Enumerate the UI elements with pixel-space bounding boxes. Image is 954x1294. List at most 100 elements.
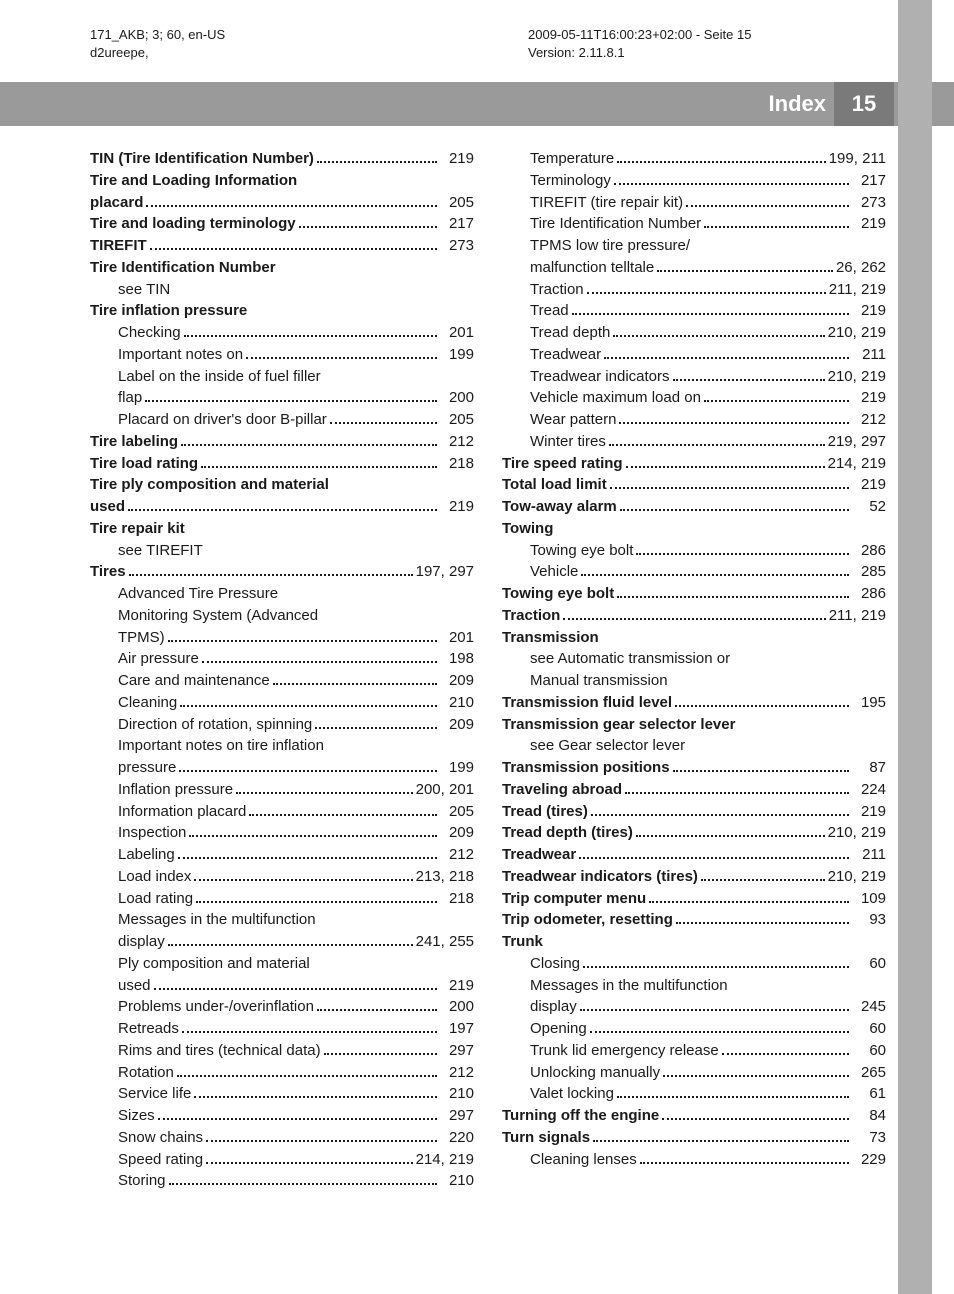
index-column-left: TIN (Tire Identification Number)219Tire … <box>90 148 474 1192</box>
index-entry-page: 218 <box>440 888 474 910</box>
index-entry: Treadwear211 <box>502 344 886 366</box>
index-entry-leader <box>129 574 413 576</box>
index-entry-leader <box>184 335 437 337</box>
index-entry: Turn signals73 <box>502 1127 886 1149</box>
index-entry-label: display <box>118 931 165 953</box>
index-entry-label: Tread depth (tires) <box>502 822 633 844</box>
index-entry: Vehicle maximum load on219 <box>502 387 886 409</box>
index-entry-page: 198 <box>440 648 474 670</box>
index-entry-label: TPMS) <box>118 627 165 649</box>
index-entry: Opening60 <box>502 1018 886 1040</box>
index-entry: Rotation212 <box>90 1062 474 1084</box>
index-entry-label: Unlocking manually <box>530 1062 660 1084</box>
index-entry: Tire load rating218 <box>90 453 474 475</box>
index-entry-page: 199, 211 <box>829 148 886 170</box>
index-entry-page: 214, 219 <box>828 453 886 475</box>
index-entry-leader <box>673 770 849 772</box>
index-entry-label: used <box>118 975 151 997</box>
index-entry-page: 210 <box>440 692 474 714</box>
index-entry-label: Direction of rotation, spinning <box>118 714 312 736</box>
index-entry-page: 199 <box>440 344 474 366</box>
index-entry-page: 219 <box>440 496 474 518</box>
index-entry-leader <box>168 640 437 642</box>
index-entry-leader <box>617 596 849 598</box>
index-entry: Important notes on tire inflation <box>90 735 474 757</box>
index-entry-label: placard <box>90 192 143 214</box>
index-entry: Tread depth (tires)210, 219 <box>502 822 886 844</box>
index-entry-page: 214, 219 <box>416 1149 474 1171</box>
index-entry: see TIREFIT <box>90 540 474 562</box>
index-entry: Messages in the multifunction <box>90 909 474 931</box>
index-entry: flap200 <box>90 387 474 409</box>
index-entry-label: Label on the inside of fuel filler <box>118 366 321 388</box>
index-entry: see Automatic transmission or <box>502 648 886 670</box>
index-entry-page: 26, 262 <box>836 257 886 279</box>
index-entry: Tire Identification Number <box>90 257 474 279</box>
index-entry-page: 73 <box>852 1127 886 1149</box>
index-entry-label: Tire repair kit <box>90 518 185 540</box>
index-entry: Load rating218 <box>90 888 474 910</box>
index-entry-page: 199 <box>440 757 474 779</box>
index-entry: Terminology217 <box>502 170 886 192</box>
index-entry-leader <box>128 509 437 511</box>
index-entry: Monitoring System (Advanced <box>90 605 474 627</box>
index-entry-leader <box>177 1075 437 1077</box>
index-entry-page: 209 <box>440 670 474 692</box>
index-entry: placard205 <box>90 192 474 214</box>
index-entry-leader <box>315 727 437 729</box>
index-entry: Rims and tires (technical data)297 <box>90 1040 474 1062</box>
index-entry-page: 211 <box>852 344 886 366</box>
index-entry-label: Vehicle <box>530 561 578 583</box>
index-entry-page: 205 <box>440 801 474 823</box>
index-entry-leader <box>636 835 825 837</box>
index-entry: Service life210 <box>90 1083 474 1105</box>
index-entry-leader <box>587 292 826 294</box>
index-entry-label: Tire and loading terminology <box>90 213 296 235</box>
index-entry-label: Monitoring System (Advanced <box>118 605 318 627</box>
index-entry-label: see TIREFIT <box>118 540 203 562</box>
index-entry-label: Tire load rating <box>90 453 198 475</box>
index-entry-page: 224 <box>852 779 886 801</box>
index-entry: Transmission gear selector lever <box>502 714 886 736</box>
index-entry-label: TPMS low tire pressure/ <box>530 235 690 257</box>
meta-left-line2: d2ureepe, <box>90 44 225 62</box>
index-entry-label: Air pressure <box>118 648 199 670</box>
index-entry-page: 210, 219 <box>828 322 886 344</box>
page-root: 171_AKB; 3; 60, en-US d2ureepe, 2009-05-… <box>0 0 954 1294</box>
index-entry-page: 210 <box>440 1083 474 1105</box>
index-entry-page: 200, 201 <box>416 779 474 801</box>
index-entry: display245 <box>502 996 886 1018</box>
index-entry: Cleaning lenses229 <box>502 1149 886 1171</box>
index-entry-page: 93 <box>852 909 886 931</box>
index-entry: Towing eye bolt286 <box>502 583 886 605</box>
index-entry-label: display <box>530 996 577 1018</box>
index-entry-leader <box>317 1009 437 1011</box>
index-entry: Inspection209 <box>90 822 474 844</box>
index-entry: TIREFIT (tire repair kit)273 <box>502 192 886 214</box>
index-entry-leader <box>619 422 849 424</box>
index-entry-leader <box>686 205 849 207</box>
index-entry: Direction of rotation, spinning 209 <box>90 714 474 736</box>
index-entry: malfunction telltale26, 262 <box>502 257 886 279</box>
index-entry-label: Vehicle maximum load on <box>530 387 701 409</box>
index-entry: Trip odometer, resetting93 <box>502 909 886 931</box>
index-entry-leader <box>158 1118 437 1120</box>
index-entry-page: 84 <box>852 1105 886 1127</box>
index-columns: TIN (Tire Identification Number)219Tire … <box>90 148 886 1192</box>
index-entry-leader <box>704 400 849 402</box>
index-entry-page: 219 <box>440 148 474 170</box>
index-entry-page: 209 <box>440 714 474 736</box>
index-entry-leader <box>590 1031 849 1033</box>
index-entry-label: Labeling <box>118 844 175 866</box>
index-entry-label: Closing <box>530 953 580 975</box>
index-entry-page: 297 <box>440 1105 474 1127</box>
index-entry-page: 211, 219 <box>829 279 886 301</box>
index-entry-leader <box>673 379 825 381</box>
index-entry-page: 229 <box>852 1149 886 1171</box>
header-page-number: 15 <box>834 82 894 126</box>
header-bar: Index 15 <box>0 82 954 126</box>
index-entry-page: 201 <box>440 322 474 344</box>
index-entry-leader <box>701 879 825 881</box>
index-entry-label: Tire Identification Number <box>90 257 276 279</box>
index-entry-leader <box>613 335 824 337</box>
